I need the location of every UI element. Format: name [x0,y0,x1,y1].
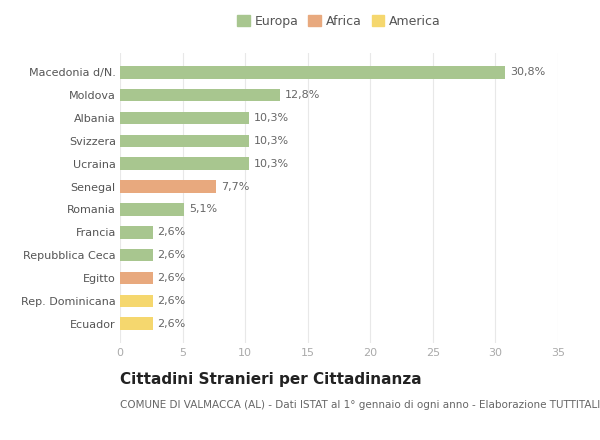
Text: 2,6%: 2,6% [158,296,186,306]
Bar [120,317,152,330]
Text: 10,3%: 10,3% [254,136,289,146]
Text: Cittadini Stranieri per Cittadinanza: Cittadini Stranieri per Cittadinanza [120,372,422,387]
Bar [120,272,152,284]
Bar [120,203,184,216]
Text: 30,8%: 30,8% [511,67,545,77]
Text: 2,6%: 2,6% [158,319,186,329]
Text: 10,3%: 10,3% [254,113,289,123]
Text: 12,8%: 12,8% [285,90,320,100]
Bar [120,226,152,238]
Bar [120,112,249,124]
Text: 2,6%: 2,6% [158,250,186,260]
Text: 2,6%: 2,6% [158,227,186,237]
Bar [120,180,217,193]
Text: 7,7%: 7,7% [221,182,250,191]
Bar [120,135,249,147]
Text: 2,6%: 2,6% [158,273,186,283]
Bar [120,294,152,307]
Text: 10,3%: 10,3% [254,159,289,169]
Bar [120,158,249,170]
Bar [120,89,280,102]
Text: COMUNE DI VALMACCA (AL) - Dati ISTAT al 1° gennaio di ogni anno - Elaborazione T: COMUNE DI VALMACCA (AL) - Dati ISTAT al … [120,400,600,411]
Legend: Europa, Africa, America: Europa, Africa, America [235,13,443,31]
Bar [120,66,505,79]
Bar [120,249,152,261]
Text: 5,1%: 5,1% [189,205,217,214]
